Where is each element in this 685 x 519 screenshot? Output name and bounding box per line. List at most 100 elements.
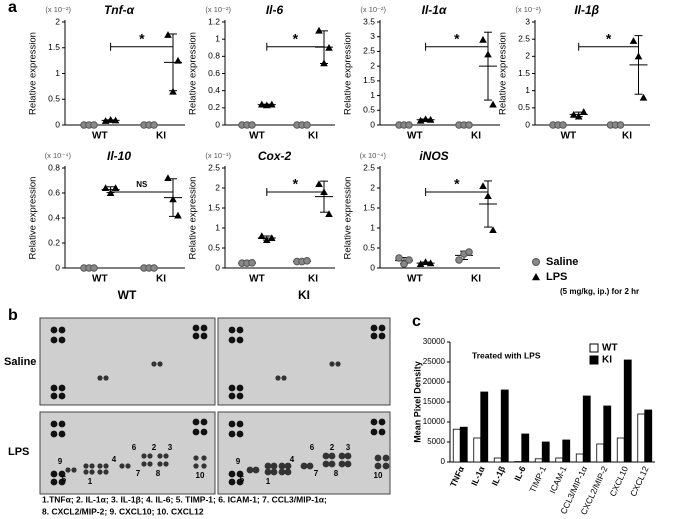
blot-caption: 8. CXCL2/MIP-2; 9. CXCL10; 10. CXCL12 xyxy=(42,506,204,516)
point xyxy=(639,93,648,101)
legend-swatch xyxy=(589,343,599,353)
y-tick-label: 0.4 xyxy=(208,85,220,95)
y-tick-label: 0 xyxy=(370,262,375,272)
blot-spot xyxy=(58,420,66,428)
spot-label: 8 xyxy=(156,469,161,478)
blot-spot xyxy=(50,336,58,344)
y-tick-label: 1.5 xyxy=(363,75,375,85)
spot-label: 4 xyxy=(112,455,117,464)
blot-spot xyxy=(236,392,244,400)
blot-spot xyxy=(58,384,66,392)
y-axis-label: Relative expression xyxy=(343,32,354,115)
blot-spot xyxy=(236,430,244,438)
bar xyxy=(452,428,461,463)
point xyxy=(174,56,182,64)
y-tick-label: 2 xyxy=(55,16,60,26)
x-tick-label: TIMP-1 xyxy=(527,464,548,494)
point xyxy=(101,184,110,192)
point xyxy=(484,50,492,58)
spot-label: 9 xyxy=(236,457,241,466)
blot-spot xyxy=(193,463,199,469)
blot-spot xyxy=(228,420,236,428)
y-tick-label: 3.5 xyxy=(363,16,375,26)
x-tick-label: WT xyxy=(249,131,265,142)
blot-spot xyxy=(50,430,58,438)
plot-title: Il-1β xyxy=(574,3,599,17)
x-tick-label: CXCL10 xyxy=(607,464,630,498)
blot-spot xyxy=(322,452,330,460)
point xyxy=(150,264,158,272)
point xyxy=(634,52,643,60)
x-tick-label: KI xyxy=(308,131,318,142)
y-tick-label: 1.5 xyxy=(518,68,530,78)
point xyxy=(426,259,435,267)
bar xyxy=(541,441,550,463)
bar xyxy=(603,405,612,463)
blot-spot xyxy=(201,455,207,461)
point xyxy=(315,180,323,188)
y-tick-label: 2.5 xyxy=(518,33,530,43)
point xyxy=(248,259,256,267)
blot-spot xyxy=(344,460,352,468)
blot-spot xyxy=(157,453,163,459)
blot-spot xyxy=(378,428,386,436)
y-axis-label: Relative expression xyxy=(28,32,39,115)
spot-label: 1 xyxy=(88,477,93,486)
point xyxy=(111,184,120,192)
blot-spot xyxy=(201,463,207,469)
blot-spot xyxy=(374,462,382,470)
blot-spot xyxy=(65,467,71,473)
plot-title: Cox-2 xyxy=(258,149,292,163)
blot-spot xyxy=(58,470,66,478)
spot-label: 3 xyxy=(346,443,351,452)
blot-spot xyxy=(236,326,244,334)
significance: * xyxy=(454,176,460,192)
point xyxy=(174,211,182,219)
bar xyxy=(493,457,502,463)
y-tick-label: 1 xyxy=(55,68,60,78)
x-tick-label: KI xyxy=(471,274,481,285)
point xyxy=(303,257,311,265)
y-tick-label: 0 xyxy=(215,262,220,272)
y-axis-label: Relative expression xyxy=(343,177,354,260)
blot-spot xyxy=(228,384,236,392)
blot-spot xyxy=(275,375,281,381)
point xyxy=(400,260,408,268)
y-tick-label: 2 xyxy=(370,60,375,70)
multiplier: (x 10⁻¹) xyxy=(205,151,231,160)
x-tick-label: WT xyxy=(561,131,577,142)
blot-spot xyxy=(163,453,169,459)
blot-spot xyxy=(89,463,95,469)
legend-swatch xyxy=(589,355,599,365)
spot-label: 3 xyxy=(168,443,173,452)
point xyxy=(169,87,177,95)
point xyxy=(248,121,256,129)
point xyxy=(465,248,473,256)
x-tick-label: WT xyxy=(92,274,108,285)
spot-label: 6 xyxy=(132,443,137,452)
blot-row: LPS xyxy=(8,446,29,458)
y-tick-label: 0 xyxy=(370,119,375,129)
blot-spot xyxy=(157,461,163,467)
blot-spot xyxy=(300,462,308,470)
plot-title: Il-6 xyxy=(266,3,284,17)
y-axis-label: Relative expression xyxy=(188,177,199,260)
blot-spot xyxy=(89,469,95,475)
blot-spot xyxy=(141,453,147,459)
y-tick-label: 0 xyxy=(441,457,446,466)
blot-spot xyxy=(278,462,286,470)
y-tick-label: 0 xyxy=(525,119,530,129)
multiplier: (x 10⁻⁴) xyxy=(45,151,72,160)
point xyxy=(465,121,473,129)
y-tick-label: 0.2 xyxy=(48,237,60,247)
x-tick-label: WT xyxy=(249,274,265,285)
point xyxy=(479,182,487,190)
y-tick-label: 0.5 xyxy=(363,242,375,252)
bar xyxy=(500,389,509,463)
y-tick-label: 20000 xyxy=(423,377,446,386)
y-tick-label: 0 xyxy=(55,262,60,272)
y-tick-label: 2 xyxy=(370,182,375,192)
point xyxy=(574,112,583,120)
bar xyxy=(459,426,468,463)
bar xyxy=(534,458,543,463)
